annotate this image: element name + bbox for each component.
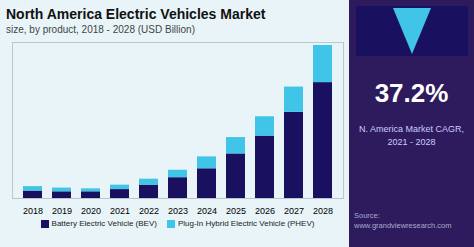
svg-text:2024: 2024 (197, 206, 217, 216)
svg-text:2020: 2020 (81, 206, 101, 216)
html-text:37.2%: 37.2% (374, 78, 449, 108)
html-text:Source: www.grandviewresearch.: Source: www.grandviewresearch.com (354, 211, 452, 230)
html-text:North America Electric Vehicle: North America Electric Vehicles Market (6, 6, 266, 22)
svg-text:2025: 2025 (226, 206, 246, 216)
html-text:Battery Electric Vehicle (BEV): Battery Electric Vehicle (BEV) (51, 219, 157, 228)
html-text:Plug-In Hybrid Electric Vehicl: Plug-In Hybrid Electric Vehicle (PHEV) (177, 219, 315, 228)
svg-text:2026: 2026 (255, 206, 275, 216)
svg-text:2027: 2027 (284, 206, 304, 216)
svg-text:2019: 2019 (52, 206, 72, 216)
svg-text:2023: 2023 (168, 206, 188, 216)
html-text:size, by product, 2018 - 2028: size, by product, 2018 - 2028 (USD Billi… (6, 24, 195, 35)
svg-text:2022: 2022 (139, 206, 159, 216)
svg-text:2028: 2028 (313, 206, 333, 216)
svg-text:2018: 2018 (23, 206, 43, 216)
html-text:N. America Market CAGR, 2021 -: N. America Market CAGR, 2021 - 2028 (359, 124, 464, 147)
svg-text:2021: 2021 (110, 206, 130, 216)
